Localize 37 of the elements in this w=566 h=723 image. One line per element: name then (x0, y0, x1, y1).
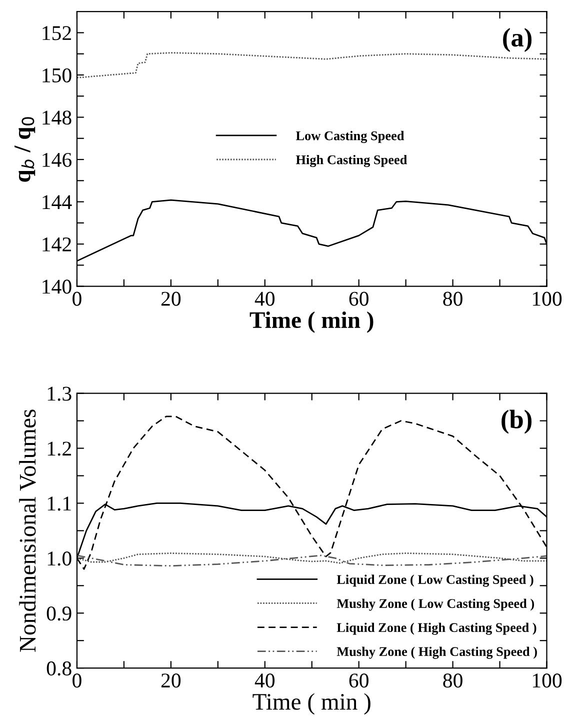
y-tick-label: 140 (42, 280, 72, 294)
x-tick-label: 80 (443, 674, 462, 688)
x-tick-label: 100 (532, 674, 562, 688)
y-tick-label: 0.9 (46, 606, 72, 621)
y-tick-label: 146 (42, 152, 72, 167)
y-axis-title: Nondimensional Volumes (19, 410, 36, 652)
legend-label: Liquid Zone ( Low Casting Speed ) (336, 574, 534, 587)
x-tick-label: 0 (72, 674, 82, 688)
y-tick-label: 1.1 (48, 496, 71, 511)
x-tick-label: 100 (532, 292, 562, 306)
y-tick-label: 0.8 (46, 661, 72, 676)
x-tick-label: 20 (161, 674, 181, 688)
x-tick-label: 20 (161, 292, 181, 306)
legend-label: Mushy Zone ( Low Casting Speed ) (336, 598, 534, 611)
y-tick-label: 1.3 (48, 386, 72, 401)
x-tick-label: 80 (443, 292, 462, 306)
x-tick-label: 40 (254, 292, 275, 306)
y-tick-label: 142 (42, 237, 71, 252)
y-tick-label: 152 (42, 26, 71, 40)
x-tick-label: 60 (349, 674, 368, 688)
y-axis-title: q$_{b}$ / q$_{0}$ (14, 117, 36, 182)
y-tick-label: 1.0 (48, 552, 72, 566)
legend-label: Liquid Zone ( High Casting Speed ) (336, 622, 536, 635)
legend-label: Low Casting Speed (296, 130, 404, 143)
legend-label: Mushy Zone ( High Casting Speed ) (336, 646, 537, 659)
x-tick-label: 60 (349, 292, 368, 306)
x-tick-label: 40 (254, 674, 275, 688)
x-axis-title: Time ( min ) (250, 311, 374, 333)
annotation: (b) (502, 410, 532, 434)
y-tick-label: 1.2 (48, 442, 71, 456)
legend-label: High Casting Speed (296, 154, 408, 168)
x-axis-title: Time ( min ) (252, 693, 370, 715)
y-tick-label: 148 (42, 110, 72, 125)
annotation: (a) (503, 28, 532, 52)
x-tick-label: 0 (72, 292, 82, 306)
y-tick-label: 150 (42, 68, 72, 82)
y-tick-label: 144 (42, 195, 72, 209)
